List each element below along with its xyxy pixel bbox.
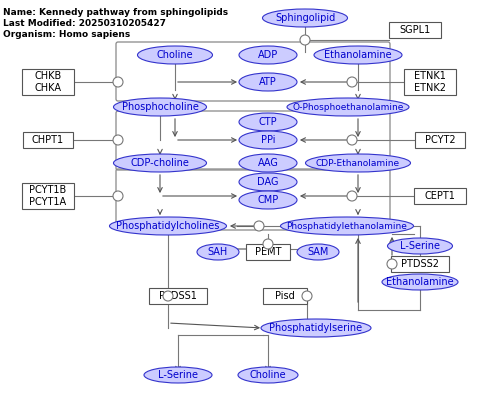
- Ellipse shape: [239, 113, 297, 131]
- Ellipse shape: [137, 46, 213, 64]
- Ellipse shape: [239, 154, 297, 172]
- Ellipse shape: [113, 98, 206, 116]
- Text: CDP-choline: CDP-choline: [131, 158, 190, 168]
- Text: SAM: SAM: [307, 247, 329, 257]
- Bar: [389, 22, 441, 38]
- Ellipse shape: [239, 131, 297, 149]
- Text: Phosphatidylethanolamine: Phosphatidylethanolamine: [287, 221, 408, 231]
- Ellipse shape: [144, 367, 212, 383]
- Text: DAG: DAG: [257, 177, 279, 187]
- Text: Choline: Choline: [156, 50, 193, 60]
- Bar: [263, 288, 307, 304]
- Text: O-Phosphoethanolamine: O-Phosphoethanolamine: [292, 103, 404, 111]
- Ellipse shape: [263, 9, 348, 27]
- Text: SGPL1: SGPL1: [399, 25, 431, 35]
- Text: ADP: ADP: [258, 50, 278, 60]
- Circle shape: [347, 191, 357, 201]
- Text: CTP: CTP: [259, 117, 277, 127]
- Text: CDP-Ethanolamine: CDP-Ethanolamine: [316, 158, 400, 168]
- Circle shape: [302, 291, 312, 301]
- Text: Choline: Choline: [250, 370, 286, 380]
- Text: L-Serine: L-Serine: [400, 241, 440, 251]
- Text: PPi: PPi: [261, 135, 275, 145]
- Text: Phosphocholine: Phosphocholine: [121, 102, 198, 112]
- Ellipse shape: [113, 154, 206, 172]
- Ellipse shape: [382, 274, 458, 290]
- Text: ETNK1
ETNK2: ETNK1 ETNK2: [414, 71, 446, 93]
- Text: Name: Kennedy pathway from sphingolipids: Name: Kennedy pathway from sphingolipids: [3, 8, 228, 17]
- Circle shape: [113, 191, 123, 201]
- Bar: [391, 256, 449, 272]
- Bar: [414, 188, 466, 204]
- Bar: [22, 183, 74, 209]
- Ellipse shape: [297, 244, 339, 260]
- Text: CMP: CMP: [257, 195, 278, 205]
- Bar: [246, 244, 290, 260]
- Circle shape: [163, 291, 173, 301]
- Text: L-Serine: L-Serine: [158, 370, 198, 380]
- Bar: [23, 132, 73, 148]
- Text: PEMT: PEMT: [255, 247, 281, 257]
- Text: Sphingolipid: Sphingolipid: [275, 13, 335, 23]
- Circle shape: [347, 77, 357, 87]
- Ellipse shape: [305, 154, 410, 172]
- Text: Ethanolamine: Ethanolamine: [386, 277, 454, 287]
- Text: AAG: AAG: [258, 158, 278, 168]
- Bar: [22, 69, 74, 95]
- Text: PCYT1B
PCYT1A: PCYT1B PCYT1A: [29, 185, 67, 207]
- Circle shape: [387, 259, 397, 269]
- Text: Organism: Homo sapiens: Organism: Homo sapiens: [3, 30, 130, 39]
- Ellipse shape: [239, 173, 297, 191]
- Text: PTDSS2: PTDSS2: [401, 259, 439, 269]
- Text: PCYT2: PCYT2: [425, 135, 456, 145]
- Bar: [149, 288, 207, 304]
- Text: ATP: ATP: [259, 77, 277, 87]
- Text: SAH: SAH: [208, 247, 228, 257]
- Text: Phosphatidylserine: Phosphatidylserine: [269, 323, 362, 333]
- Text: Phosphatidylcholines: Phosphatidylcholines: [116, 221, 220, 231]
- Ellipse shape: [387, 238, 453, 254]
- Circle shape: [263, 239, 273, 249]
- Text: PTDSS1: PTDSS1: [159, 291, 197, 301]
- Circle shape: [113, 77, 123, 87]
- Circle shape: [300, 35, 310, 45]
- Bar: [404, 69, 456, 95]
- Text: CHPT1: CHPT1: [32, 135, 64, 145]
- Ellipse shape: [239, 73, 297, 91]
- Text: Last Modified: 20250310205427: Last Modified: 20250310205427: [3, 19, 166, 28]
- Ellipse shape: [238, 367, 298, 383]
- Ellipse shape: [314, 46, 402, 64]
- Text: CEPT1: CEPT1: [425, 191, 456, 201]
- Circle shape: [347, 135, 357, 145]
- Bar: [415, 132, 465, 148]
- Ellipse shape: [239, 191, 297, 209]
- Text: Pisd: Pisd: [275, 291, 295, 301]
- Ellipse shape: [287, 98, 409, 116]
- Ellipse shape: [197, 244, 239, 260]
- Ellipse shape: [261, 319, 371, 337]
- Text: CHKB
CHKA: CHKB CHKA: [35, 71, 61, 93]
- Circle shape: [254, 221, 264, 231]
- Text: Ethanolamine: Ethanolamine: [324, 50, 392, 60]
- Circle shape: [113, 135, 123, 145]
- Ellipse shape: [239, 46, 297, 64]
- Ellipse shape: [280, 217, 413, 235]
- Ellipse shape: [109, 217, 227, 235]
